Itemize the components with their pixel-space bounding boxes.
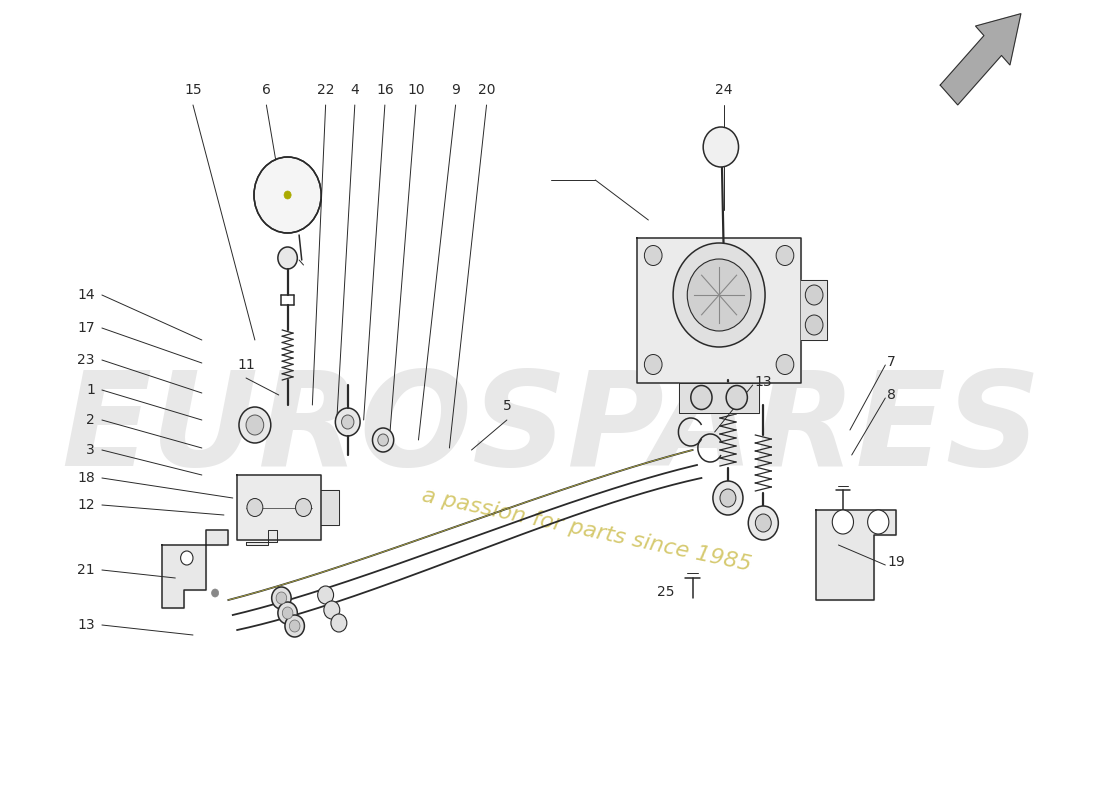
Text: 20: 20 bbox=[477, 83, 495, 97]
Polygon shape bbox=[238, 475, 321, 540]
Circle shape bbox=[278, 247, 297, 269]
Text: 11: 11 bbox=[238, 358, 255, 372]
Polygon shape bbox=[801, 280, 827, 340]
Circle shape bbox=[211, 589, 219, 597]
Circle shape bbox=[284, 191, 292, 199]
Polygon shape bbox=[940, 14, 1021, 105]
Text: 19: 19 bbox=[887, 555, 905, 569]
Text: 15: 15 bbox=[184, 83, 201, 97]
Text: 7: 7 bbox=[887, 355, 895, 369]
Text: 21: 21 bbox=[77, 563, 95, 577]
Text: 8: 8 bbox=[887, 388, 896, 402]
Circle shape bbox=[691, 386, 712, 410]
Polygon shape bbox=[637, 238, 801, 382]
Circle shape bbox=[246, 498, 263, 517]
Text: a passion for parts since 1985: a passion for parts since 1985 bbox=[420, 486, 754, 574]
Circle shape bbox=[180, 551, 192, 565]
Text: 23: 23 bbox=[77, 353, 95, 367]
Text: 12: 12 bbox=[77, 498, 95, 512]
Text: 16: 16 bbox=[376, 83, 394, 97]
Polygon shape bbox=[680, 382, 759, 413]
Polygon shape bbox=[321, 490, 339, 525]
Circle shape bbox=[373, 428, 394, 452]
Circle shape bbox=[276, 592, 287, 604]
Polygon shape bbox=[816, 510, 895, 600]
Circle shape bbox=[318, 586, 333, 604]
Circle shape bbox=[868, 510, 889, 534]
Circle shape bbox=[645, 246, 662, 266]
Text: 17: 17 bbox=[77, 321, 95, 335]
Text: 25: 25 bbox=[658, 585, 675, 599]
Circle shape bbox=[673, 243, 766, 347]
Circle shape bbox=[323, 601, 340, 619]
Text: 22: 22 bbox=[317, 83, 334, 97]
Polygon shape bbox=[246, 530, 277, 545]
Circle shape bbox=[805, 315, 823, 335]
Circle shape bbox=[645, 354, 662, 374]
Circle shape bbox=[254, 157, 321, 233]
Circle shape bbox=[833, 510, 854, 534]
Text: 6: 6 bbox=[262, 83, 271, 97]
Circle shape bbox=[777, 246, 794, 266]
Circle shape bbox=[272, 587, 292, 609]
Polygon shape bbox=[162, 530, 229, 608]
Circle shape bbox=[726, 386, 747, 410]
Text: 13: 13 bbox=[77, 618, 95, 632]
Circle shape bbox=[285, 615, 305, 637]
Circle shape bbox=[748, 506, 779, 540]
Circle shape bbox=[283, 607, 293, 619]
Circle shape bbox=[336, 408, 360, 436]
Circle shape bbox=[296, 498, 311, 517]
Circle shape bbox=[331, 614, 346, 632]
Circle shape bbox=[756, 514, 771, 532]
Circle shape bbox=[239, 407, 271, 443]
Text: 4: 4 bbox=[351, 83, 360, 97]
Text: 3: 3 bbox=[86, 443, 95, 457]
Text: 18: 18 bbox=[77, 471, 95, 485]
Circle shape bbox=[713, 481, 743, 515]
Circle shape bbox=[278, 602, 297, 624]
Text: 14: 14 bbox=[77, 288, 95, 302]
Text: EUROSPARES: EUROSPARES bbox=[62, 366, 1041, 494]
Circle shape bbox=[377, 434, 388, 446]
Circle shape bbox=[720, 489, 736, 507]
Text: 1: 1 bbox=[86, 383, 95, 397]
Text: 24: 24 bbox=[715, 83, 733, 97]
Circle shape bbox=[703, 127, 738, 167]
Circle shape bbox=[805, 285, 823, 305]
Circle shape bbox=[341, 415, 354, 429]
Text: 5: 5 bbox=[503, 399, 512, 413]
Text: 10: 10 bbox=[407, 83, 425, 97]
Circle shape bbox=[246, 415, 264, 435]
Text: 13: 13 bbox=[755, 375, 772, 389]
Text: 9: 9 bbox=[451, 83, 460, 97]
Text: 2: 2 bbox=[86, 413, 95, 427]
Circle shape bbox=[688, 259, 751, 331]
Circle shape bbox=[289, 620, 300, 632]
Circle shape bbox=[777, 354, 794, 374]
